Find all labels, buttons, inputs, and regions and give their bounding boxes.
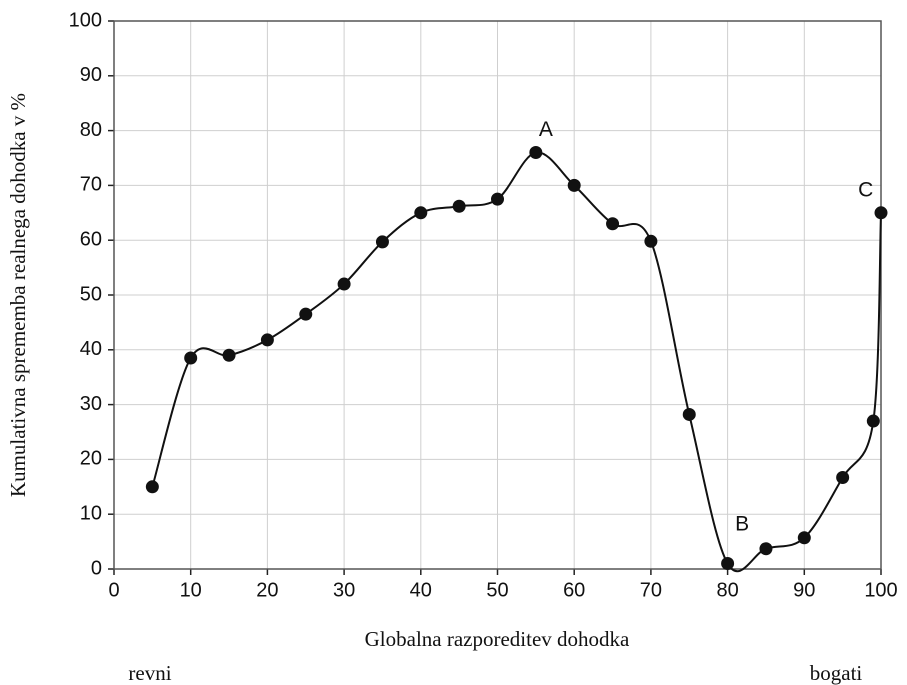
y-tick-label: 100 bbox=[69, 9, 102, 31]
x-tick-label: 10 bbox=[180, 579, 202, 601]
data-point bbox=[606, 217, 620, 231]
data-point bbox=[644, 234, 658, 248]
data-point bbox=[260, 333, 274, 347]
x-tick-label: 90 bbox=[793, 579, 815, 601]
x-tick-label: 20 bbox=[256, 579, 278, 601]
plot-frame bbox=[113, 20, 882, 570]
y-tick-label: 40 bbox=[80, 338, 102, 360]
data-point bbox=[797, 531, 811, 545]
data-point bbox=[759, 542, 773, 556]
data-point bbox=[375, 235, 389, 249]
left-label: revni bbox=[128, 661, 171, 685]
y-tick-label: 0 bbox=[91, 557, 102, 579]
data-point bbox=[874, 206, 888, 220]
annotation: B bbox=[735, 513, 749, 536]
y-tick-label: 60 bbox=[80, 228, 102, 250]
data-point bbox=[836, 470, 850, 484]
annotation: A bbox=[539, 118, 553, 141]
series-line bbox=[151, 151, 882, 573]
x-tick-label: 0 bbox=[108, 579, 119, 601]
data-point bbox=[184, 351, 198, 365]
x-tick-label: 50 bbox=[486, 579, 508, 601]
y-tick-label: 70 bbox=[80, 174, 102, 196]
y-tick-label: 50 bbox=[80, 283, 102, 305]
x-tick-label: 100 bbox=[864, 579, 897, 601]
y-tick-label: 90 bbox=[80, 64, 102, 86]
data-point bbox=[452, 199, 466, 213]
x-tick-label: 40 bbox=[410, 579, 432, 601]
data-point bbox=[866, 414, 880, 428]
x-tick-label: 60 bbox=[563, 579, 585, 601]
x-tick-label: 80 bbox=[716, 579, 738, 601]
x-axis-title: Globalna razporeditev dohodka bbox=[365, 627, 630, 651]
data-point bbox=[529, 146, 543, 160]
y-tick-label: 10 bbox=[80, 502, 102, 524]
data-point bbox=[491, 192, 504, 206]
y-tick-label: 20 bbox=[80, 448, 102, 470]
right-label: bogati bbox=[810, 661, 863, 685]
x-tick-label: 30 bbox=[333, 579, 355, 601]
x-tick-label: 70 bbox=[640, 579, 662, 601]
data-point bbox=[721, 557, 735, 571]
data-point bbox=[337, 277, 351, 291]
data-point bbox=[299, 307, 313, 321]
y-axis-title: Kumulativna sprememba realnega dohodka v… bbox=[6, 93, 30, 497]
annotation: C bbox=[858, 178, 873, 201]
y-tick-label: 80 bbox=[80, 119, 102, 141]
data-point bbox=[414, 206, 428, 220]
data-point bbox=[145, 480, 159, 494]
data-point bbox=[682, 407, 696, 421]
y-tick-label: 30 bbox=[80, 393, 102, 415]
data-point bbox=[222, 348, 236, 362]
data-point bbox=[567, 178, 581, 192]
